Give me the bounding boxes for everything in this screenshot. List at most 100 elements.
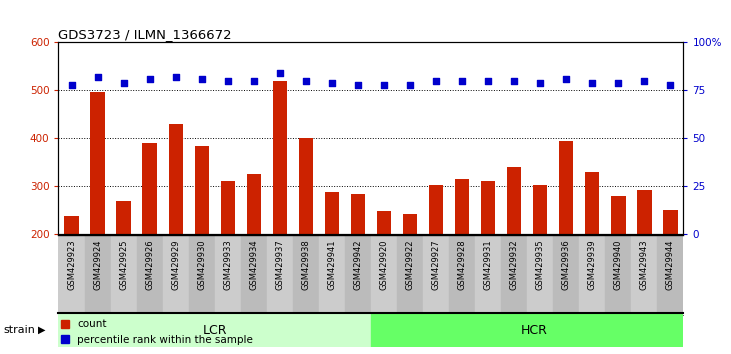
Text: GSM429942: GSM429942: [354, 239, 363, 290]
Bar: [455, 179, 469, 329]
Bar: [423, 235, 449, 315]
Text: GSM429938: GSM429938: [301, 239, 311, 290]
Text: GSM429925: GSM429925: [119, 239, 128, 290]
Bar: [221, 181, 235, 329]
Point: [144, 76, 156, 82]
Text: GSM429922: GSM429922: [406, 239, 414, 290]
Bar: [481, 181, 496, 329]
Bar: [169, 124, 183, 329]
Point: [639, 78, 651, 84]
Bar: [345, 235, 371, 315]
Bar: [58, 313, 371, 347]
Text: GSM429923: GSM429923: [67, 239, 76, 290]
Bar: [215, 235, 240, 315]
Point: [378, 82, 390, 87]
Bar: [553, 235, 579, 315]
Bar: [371, 313, 683, 347]
Bar: [663, 210, 678, 329]
Point: [196, 76, 208, 82]
Text: GSM429929: GSM429929: [171, 239, 180, 290]
Bar: [377, 211, 391, 329]
Text: GSM429933: GSM429933: [223, 239, 232, 290]
Bar: [299, 138, 313, 329]
Text: HCR: HCR: [520, 324, 548, 337]
Bar: [325, 192, 339, 329]
Text: GSM429927: GSM429927: [431, 239, 441, 290]
Point: [66, 82, 77, 87]
Point: [664, 82, 676, 87]
Bar: [533, 185, 548, 329]
Bar: [371, 235, 397, 315]
Point: [274, 70, 286, 76]
Text: GSM429941: GSM429941: [327, 239, 336, 290]
Bar: [85, 235, 110, 315]
Bar: [637, 190, 651, 329]
Bar: [194, 146, 209, 329]
Text: GSM429939: GSM429939: [588, 239, 596, 290]
Bar: [110, 235, 137, 315]
Bar: [632, 235, 657, 315]
Bar: [605, 235, 632, 315]
Bar: [273, 81, 287, 329]
Text: GSM429926: GSM429926: [145, 239, 154, 290]
Point: [586, 80, 598, 85]
Text: LCR: LCR: [202, 324, 227, 337]
Text: GSM429920: GSM429920: [379, 239, 388, 290]
Text: GSM429936: GSM429936: [562, 239, 571, 290]
Bar: [351, 194, 365, 329]
Bar: [507, 167, 521, 329]
Point: [91, 74, 103, 80]
Bar: [267, 235, 293, 315]
Bar: [397, 235, 423, 315]
Point: [404, 82, 416, 87]
Text: GSM429931: GSM429931: [484, 239, 493, 290]
Bar: [189, 235, 215, 315]
Bar: [449, 235, 475, 315]
Bar: [240, 235, 267, 315]
Bar: [91, 92, 105, 329]
Text: GSM429940: GSM429940: [614, 239, 623, 290]
Bar: [586, 172, 599, 329]
Bar: [143, 143, 156, 329]
Bar: [429, 185, 443, 329]
Point: [534, 80, 546, 85]
Text: GSM429934: GSM429934: [249, 239, 258, 290]
Legend: count, percentile rank within the sample: count, percentile rank within the sample: [56, 315, 257, 349]
Point: [300, 78, 311, 84]
Text: GSM429924: GSM429924: [93, 239, 102, 290]
Bar: [527, 235, 553, 315]
Text: strain: strain: [4, 325, 36, 335]
Bar: [293, 235, 319, 315]
Text: GSM429943: GSM429943: [640, 239, 649, 290]
Text: GSM429944: GSM429944: [666, 239, 675, 290]
Bar: [162, 235, 189, 315]
Bar: [501, 235, 527, 315]
Point: [482, 78, 494, 84]
Text: ▶: ▶: [38, 325, 45, 335]
Bar: [475, 235, 501, 315]
Point: [222, 78, 234, 84]
Bar: [137, 235, 162, 315]
Point: [170, 74, 181, 80]
Point: [118, 80, 129, 85]
Bar: [319, 235, 345, 315]
Point: [326, 80, 338, 85]
Bar: [559, 141, 573, 329]
Point: [431, 78, 442, 84]
Text: GSM429930: GSM429930: [197, 239, 206, 290]
Bar: [116, 201, 131, 329]
Bar: [58, 235, 85, 315]
Point: [456, 78, 468, 84]
Point: [248, 78, 260, 84]
Bar: [611, 196, 626, 329]
Point: [613, 80, 624, 85]
Point: [561, 76, 572, 82]
Bar: [246, 174, 261, 329]
Bar: [64, 216, 79, 329]
Text: GSM429935: GSM429935: [536, 239, 545, 290]
Bar: [579, 235, 605, 315]
Point: [352, 82, 364, 87]
Bar: [657, 235, 683, 315]
Text: GDS3723 / ILMN_1366672: GDS3723 / ILMN_1366672: [58, 28, 232, 41]
Text: GSM429928: GSM429928: [458, 239, 466, 290]
